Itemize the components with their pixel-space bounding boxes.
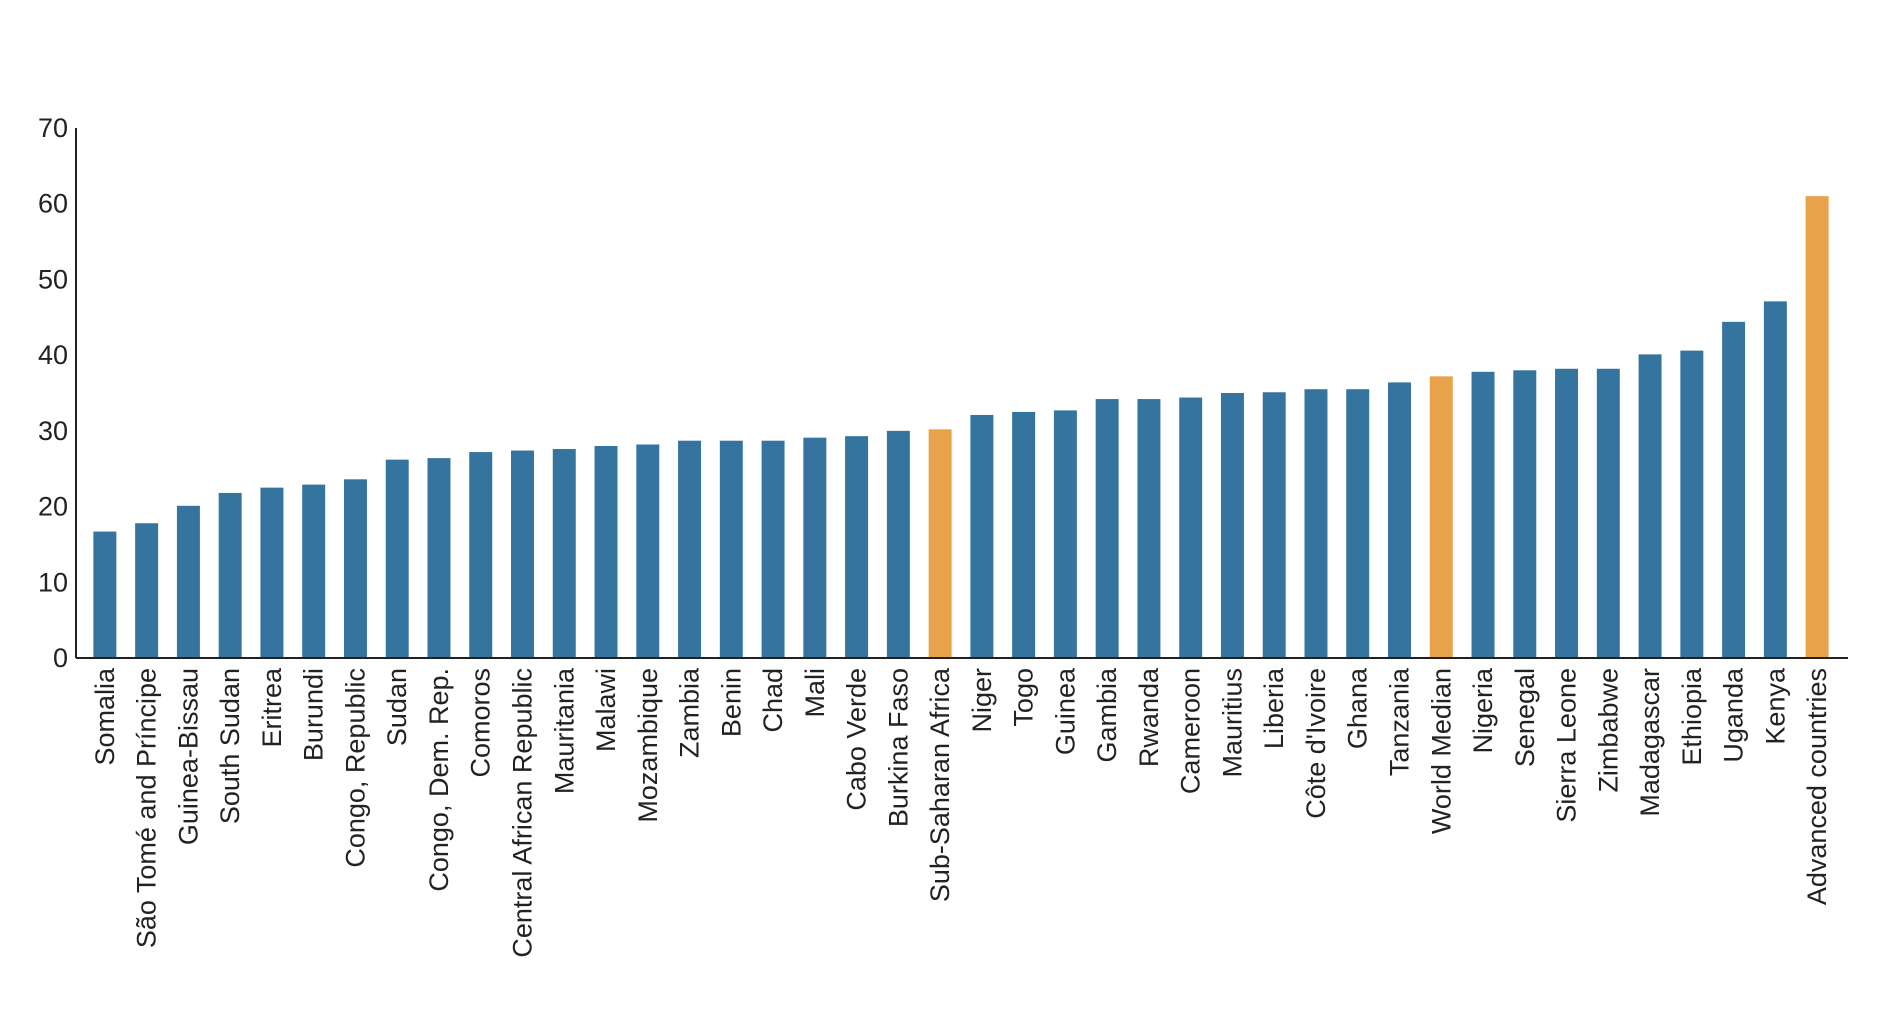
bar — [302, 484, 326, 658]
bar — [552, 449, 576, 658]
x-category-label: Chad — [758, 668, 788, 733]
x-category-label: Côte d'Ivoire — [1301, 668, 1331, 819]
x-category-label: Advanced countries — [1802, 668, 1832, 905]
bar — [845, 436, 869, 658]
x-category-label: Mauritius — [1217, 668, 1247, 778]
bar — [93, 531, 117, 658]
x-category-label: Comoros — [466, 668, 496, 778]
x-category-label: Ghana — [1343, 667, 1373, 749]
bar — [1095, 399, 1119, 658]
y-tick-label: 0 — [53, 643, 68, 673]
y-tick-label: 60 — [38, 189, 68, 219]
x-category-label: Mauritania — [549, 667, 579, 794]
bar — [1513, 370, 1537, 658]
x-category-label: Central African Republic — [508, 668, 538, 958]
bar — [970, 414, 994, 658]
bar — [1388, 382, 1411, 658]
x-category-label: Eritrea — [257, 667, 287, 748]
bar — [1179, 397, 1203, 658]
x-category-label: Zimbabwe — [1593, 668, 1623, 793]
bar — [928, 429, 952, 658]
bar — [1555, 368, 1579, 658]
bar — [343, 479, 367, 658]
bar — [1429, 376, 1453, 658]
x-category-label: São Tomé and Príncipe — [132, 668, 162, 948]
bar — [1596, 368, 1620, 658]
bar — [1763, 301, 1787, 658]
bar — [1053, 410, 1077, 658]
bar — [1638, 354, 1662, 658]
y-tick-label: 40 — [38, 340, 68, 370]
bar — [719, 440, 743, 658]
x-category-label: Mozambique — [633, 668, 663, 823]
bar — [385, 459, 409, 658]
x-category-label: Zambia — [675, 667, 705, 758]
bar — [135, 523, 159, 658]
bar — [511, 450, 534, 658]
x-category-label: Sub-Saharan Africa — [925, 667, 955, 902]
x-category-label: Kenya — [1760, 667, 1790, 745]
x-category-label: Guinea — [1050, 667, 1080, 755]
bar — [678, 440, 702, 658]
bar — [761, 440, 785, 658]
x-category-label: Guinea-Bissau — [173, 668, 203, 845]
x-category-label: Somalia — [90, 667, 120, 766]
x-category-label: Gambia — [1092, 667, 1122, 763]
bar — [1722, 321, 1746, 658]
x-category-label: Malawi — [591, 668, 621, 752]
bar — [886, 430, 910, 658]
x-category-label: Burundi — [299, 668, 329, 761]
bar — [176, 505, 200, 658]
bar — [1304, 389, 1328, 658]
y-tick-label: 50 — [38, 264, 68, 294]
x-category-label: Liberia — [1259, 667, 1289, 749]
bar — [260, 487, 284, 658]
x-category-label: Sierra Leone — [1552, 668, 1582, 823]
x-category-label: Sudan — [382, 668, 412, 746]
bar — [1137, 399, 1161, 658]
y-tick-label: 10 — [38, 567, 68, 597]
x-category-label: Madagascar — [1635, 668, 1665, 817]
x-category-label: Niger — [967, 668, 997, 733]
x-category-label: Cabo Verde — [842, 668, 872, 811]
x-category-label: Congo, Republic — [340, 668, 370, 868]
bars — [93, 196, 1829, 658]
bar — [218, 492, 242, 658]
x-category-label: Cameroon — [1176, 668, 1206, 794]
bar — [1805, 196, 1829, 658]
x-category-label: Rwanda — [1134, 667, 1164, 767]
bar — [1471, 371, 1495, 658]
y-tick-label: 30 — [38, 416, 68, 446]
bar — [594, 446, 618, 658]
bar — [1220, 393, 1244, 658]
bar — [1262, 392, 1286, 658]
x-axis-labels: Somalia São Tomé and Príncipe Guinea-Bissa… — [90, 667, 1832, 958]
x-category-label: Mali — [800, 668, 830, 718]
x-category-label: World Median — [1426, 668, 1456, 834]
x-category-label: Togo — [1009, 668, 1039, 727]
x-category-label: Senegal — [1510, 668, 1540, 767]
bar — [1346, 389, 1370, 658]
y-axis-ticks: 0 10 20 30 40 50 60 70 — [38, 113, 68, 673]
x-category-label: South Sudan — [215, 668, 245, 824]
y-tick-label: 70 — [38, 113, 68, 143]
x-category-label: Ethiopia — [1677, 667, 1707, 766]
x-category-label: Benin — [716, 668, 746, 737]
x-category-label: Uganda — [1719, 667, 1749, 763]
bar — [1012, 411, 1036, 658]
x-category-label: Nigeria — [1468, 667, 1498, 754]
bar — [636, 444, 660, 658]
bar — [1680, 350, 1704, 658]
x-category-label: Burkina Faso — [883, 668, 913, 827]
bar — [427, 458, 451, 658]
x-category-label: Congo, Dem. Rep. — [424, 668, 454, 892]
bar — [469, 452, 493, 658]
x-category-label: Tanzania — [1385, 667, 1415, 776]
y-tick-label: 20 — [38, 492, 68, 522]
bar — [803, 437, 827, 658]
